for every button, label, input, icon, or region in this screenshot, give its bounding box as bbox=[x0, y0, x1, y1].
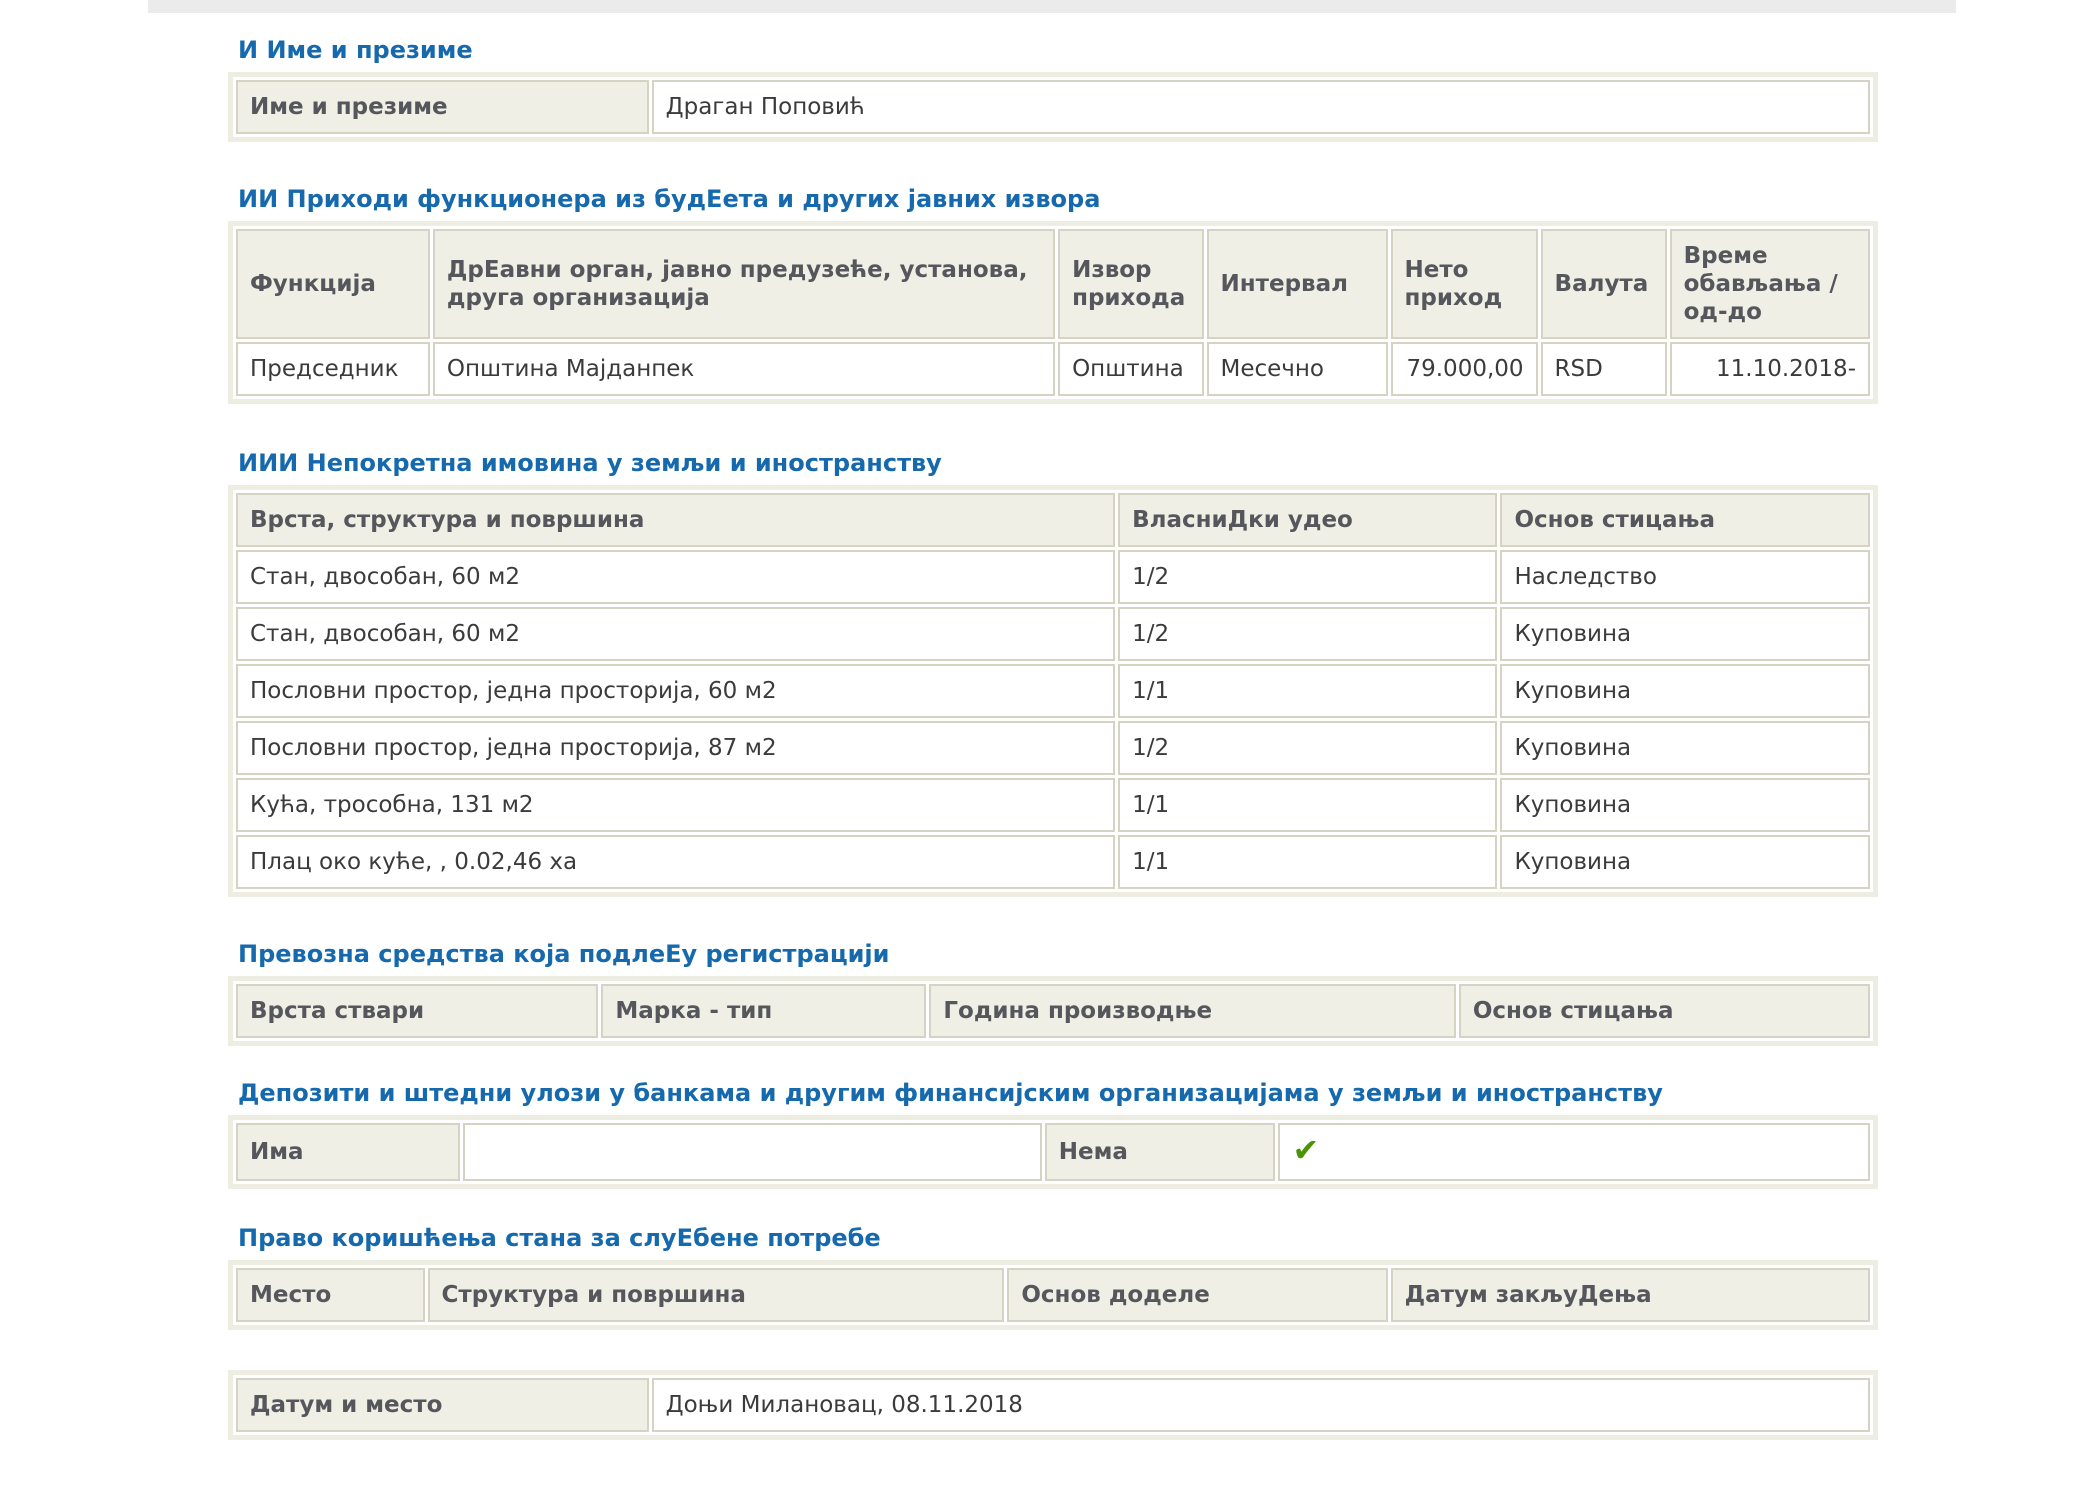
name-value-cell: Драган Поповић bbox=[651, 80, 1870, 134]
property-description-cell: Плац око куће, , 0.02,46 ха bbox=[236, 835, 1116, 889]
property-description-cell: Пословни простор, једна просторија, 87 м… bbox=[236, 721, 1116, 775]
has-deposits-value-cell bbox=[463, 1123, 1042, 1181]
income-source-cell: Општина bbox=[1058, 342, 1204, 396]
column-header-function: Функција bbox=[236, 229, 430, 339]
column-header-period: Време обављања / од-до bbox=[1669, 229, 1870, 339]
realestate-table: Врста, структура и површина ВласниДки уд… bbox=[228, 485, 1878, 897]
income-table: Функција ДрЕавни орган, јавно предузеће,… bbox=[228, 221, 1878, 404]
ownership-share-cell: 1/1 bbox=[1118, 664, 1498, 718]
property-description-cell: Кућа, трособна, 131 м2 bbox=[236, 778, 1116, 832]
table-row: Плац око куће, , 0.02,46 ха 1/1 Куповина bbox=[236, 835, 1870, 889]
acquisition-basis-cell: Наследство bbox=[1500, 550, 1870, 604]
section-income-title: ИИ Приходи функционера из будЕета и друг… bbox=[238, 185, 1101, 213]
apartment-table: Место Структура и површина Основ доделе … bbox=[228, 1260, 1878, 1330]
section-income: ИИ Приходи функционера из будЕета и друг… bbox=[228, 186, 1878, 404]
column-header-item-type: Врста ствари bbox=[236, 984, 599, 1038]
acquisition-basis-cell: Куповина bbox=[1500, 778, 1870, 832]
ownership-share-cell: 1/2 bbox=[1118, 721, 1498, 775]
ownership-share-cell: 1/1 bbox=[1118, 778, 1498, 832]
table-header-row: Врста, структура и површина ВласниДки уд… bbox=[236, 493, 1870, 547]
deposits-table: Има Нема ✔ bbox=[228, 1115, 1878, 1189]
declaration-form: И Име и презиме Име и презиме Драган Поп… bbox=[228, 37, 1878, 1440]
ownership-share-cell: 1/2 bbox=[1118, 607, 1498, 661]
section-name-title: И Име и презиме bbox=[238, 36, 473, 64]
date-place-value-cell: Доњи Милановац, 08.11.2018 bbox=[651, 1378, 1870, 1432]
column-header-net-income: Нето приход bbox=[1390, 229, 1538, 339]
table-row: Име и презиме Драган Поповић bbox=[236, 80, 1870, 134]
table-row: Кућа, трособна, 131 м2 1/1 Куповина bbox=[236, 778, 1870, 832]
column-header-basis: Основ стицања bbox=[1500, 493, 1870, 547]
table-row: Председник Општина Мајданпек Општина Мес… bbox=[236, 342, 1870, 396]
checkmark-icon: ✔ bbox=[1292, 1131, 1320, 1169]
no-deposits-label-cell: Нема bbox=[1044, 1123, 1276, 1181]
column-header-property: Врста, структура и површина bbox=[236, 493, 1116, 547]
no-deposits-value-cell: ✔ bbox=[1278, 1123, 1870, 1181]
acquisition-basis-cell: Куповина bbox=[1500, 607, 1870, 661]
column-header-structure-area: Структура и површина bbox=[427, 1268, 1005, 1322]
table-header-row: Функција ДрЕавни орган, јавно предузеће,… bbox=[236, 229, 1870, 339]
table-row: Има Нема ✔ bbox=[236, 1123, 1870, 1181]
property-description-cell: Стан, двособан, 60 м2 bbox=[236, 550, 1116, 604]
table-row: Пословни простор, једна просторија, 60 м… bbox=[236, 664, 1870, 718]
section-date-place: Датум и место Доњи Милановац, 08.11.2018 bbox=[228, 1370, 1878, 1440]
column-header-production-year: Година производње bbox=[929, 984, 1456, 1038]
column-header-currency: Валута bbox=[1540, 229, 1667, 339]
section-deposits-title: Депозити и штедни улози у банкама и друг… bbox=[238, 1079, 1663, 1107]
organization-cell: Општина Мајданпек bbox=[432, 342, 1056, 396]
column-header-place: Место bbox=[236, 1268, 425, 1322]
section-apartment-title: Право коришћења стана за слуЕбене потреб… bbox=[238, 1224, 881, 1252]
column-header-conclusion-date: Датум закљуДења bbox=[1390, 1268, 1870, 1322]
column-header-basis: Основ стицања bbox=[1458, 984, 1870, 1038]
interval-cell: Месечно bbox=[1206, 342, 1388, 396]
ownership-share-cell: 1/1 bbox=[1118, 835, 1498, 889]
name-table: Име и презиме Драган Поповић bbox=[228, 72, 1878, 142]
top-divider bbox=[148, 0, 1956, 13]
table-row: Стан, двособан, 60 м2 1/2 Наследство bbox=[236, 550, 1870, 604]
section-vehicles-title: Превозна средства која подлеЕу регистрац… bbox=[238, 940, 890, 968]
column-header-allocation-basis: Основ доделе bbox=[1007, 1268, 1388, 1322]
vehicles-table: Врста ствари Марка - тип Година производ… bbox=[228, 976, 1878, 1046]
has-deposits-label-cell: Има bbox=[236, 1123, 461, 1181]
table-header-row: Место Структура и површина Основ доделе … bbox=[236, 1268, 1870, 1322]
section-deposits: Депозити и штедни улози у банкама и друг… bbox=[228, 1080, 1878, 1189]
table-row: Стан, двособан, 60 м2 1/2 Куповина bbox=[236, 607, 1870, 661]
property-description-cell: Стан, двособан, 60 м2 bbox=[236, 607, 1116, 661]
column-header-interval: Интервал bbox=[1206, 229, 1388, 339]
section-apartment: Право коришћења стана за слуЕбене потреб… bbox=[228, 1225, 1878, 1330]
column-header-income-source: Извор прихода bbox=[1058, 229, 1204, 339]
net-income-cell: 79.000,00 bbox=[1390, 342, 1538, 396]
date-place-label-cell: Датум и место bbox=[236, 1378, 649, 1432]
date-place-table: Датум и место Доњи Милановац, 08.11.2018 bbox=[228, 1370, 1878, 1440]
acquisition-basis-cell: Куповина bbox=[1500, 721, 1870, 775]
table-header-row: Врста ствари Марка - тип Година производ… bbox=[236, 984, 1870, 1038]
section-vehicles: Превозна средства која подлеЕу регистрац… bbox=[228, 941, 1878, 1046]
column-header-make-type: Марка - тип bbox=[601, 984, 927, 1038]
section-name: И Име и презиме Име и презиме Драган Поп… bbox=[228, 37, 1878, 142]
section-realestate-title: ИИИ Непокретна имовина у земљи и иностра… bbox=[238, 449, 942, 477]
ownership-share-cell: 1/2 bbox=[1118, 550, 1498, 604]
period-cell: 11.10.2018- bbox=[1669, 342, 1870, 396]
property-description-cell: Пословни простор, једна просторија, 60 м… bbox=[236, 664, 1116, 718]
acquisition-basis-cell: Куповина bbox=[1500, 835, 1870, 889]
table-row: Датум и место Доњи Милановац, 08.11.2018 bbox=[236, 1378, 1870, 1432]
currency-cell: RSD bbox=[1540, 342, 1667, 396]
function-cell: Председник bbox=[236, 342, 430, 396]
column-header-share: ВласниДки удео bbox=[1118, 493, 1498, 547]
column-header-organization: ДрЕавни орган, јавно предузеће, установа… bbox=[432, 229, 1056, 339]
section-realestate: ИИИ Непокретна имовина у земљи и иностра… bbox=[228, 450, 1878, 897]
name-label-cell: Име и презиме bbox=[236, 80, 649, 134]
acquisition-basis-cell: Куповина bbox=[1500, 664, 1870, 718]
table-row: Пословни простор, једна просторија, 87 м… bbox=[236, 721, 1870, 775]
